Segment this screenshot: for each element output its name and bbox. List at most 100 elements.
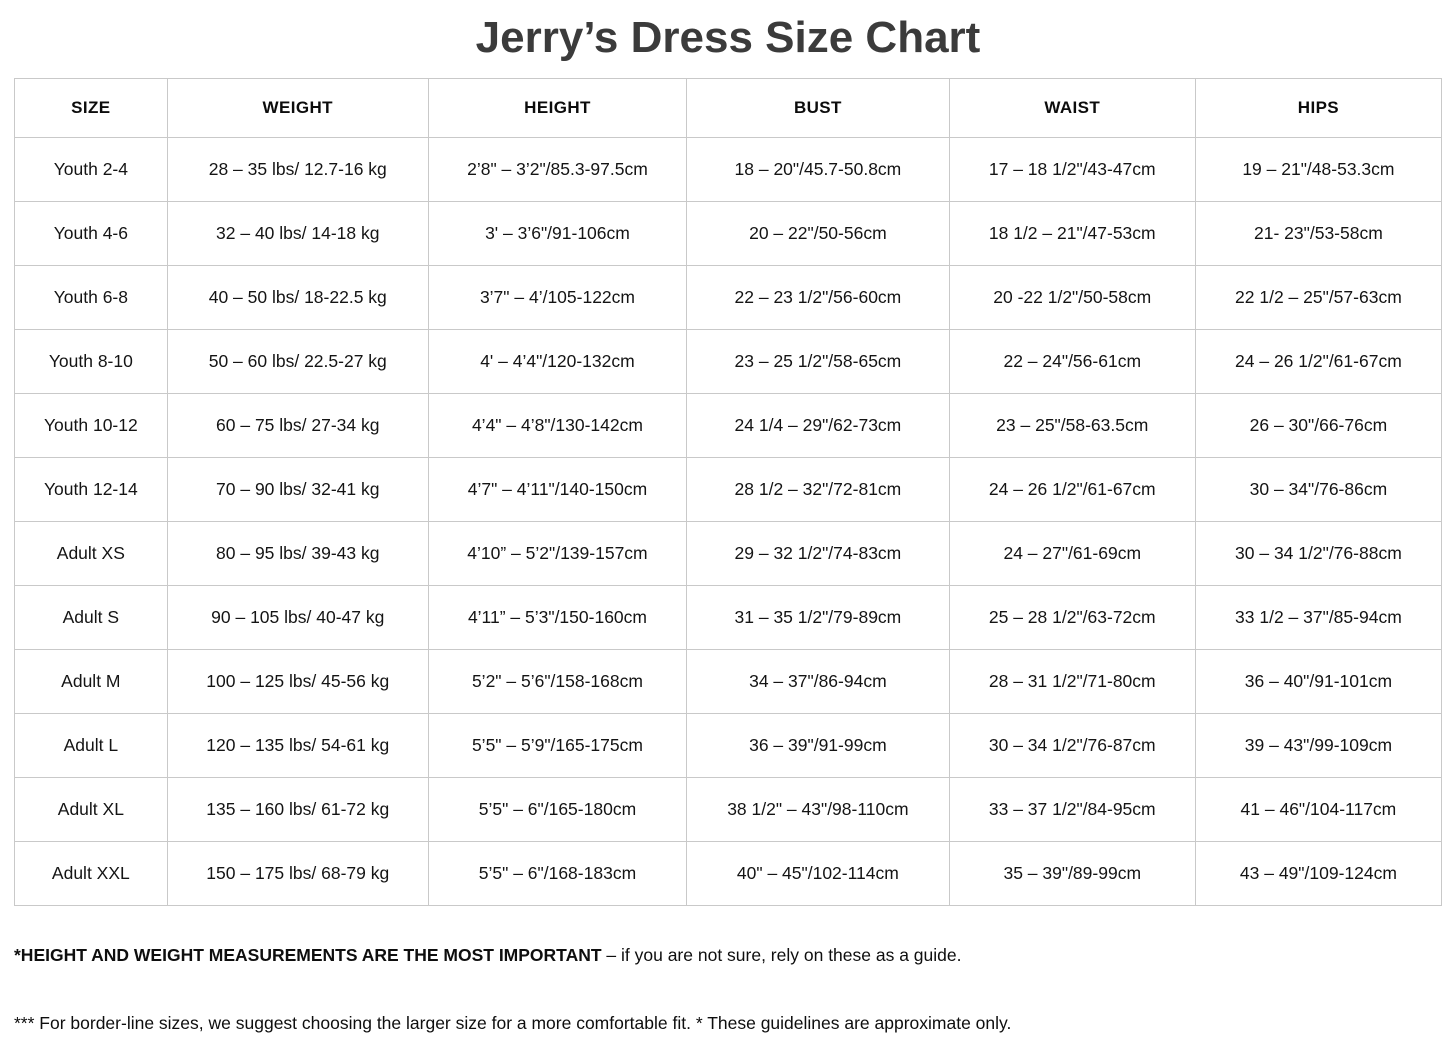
table-cell-size: Adult XL — [14, 777, 168, 843]
table-cell-weight: 150 – 175 lbs/ 68-79 kg — [166, 841, 429, 907]
table-row: Adult XXL 150 – 175 lbs/ 68-79 kg 5’5" – 6… — [14, 841, 1443, 907]
table-cell-size: Adult XS — [14, 521, 168, 587]
table-cell-weight: 40 – 50 lbs/ 18-22.5 kg — [166, 265, 429, 331]
column-header-waist: WAIST — [948, 78, 1196, 139]
table-row: Youth 4-6 32 – 40 lbs/ 14-18 kg 3' – 3’6"/… — [14, 201, 1443, 267]
table-cell-weight: 80 – 95 lbs/ 39-43 kg — [166, 521, 429, 587]
table-cell-size: Youth 6-8 — [14, 265, 168, 331]
footnote-regular-text: – if you are not sure, rely on these as … — [601, 945, 962, 966]
table-row: Youth 12-14 70 – 90 lbs/ 32-41 kg 4’7" – 4… — [14, 457, 1443, 523]
table-row: Adult XL 135 – 160 lbs/ 61-72 kg 5’5" – 6"… — [14, 777, 1443, 843]
table-cell-weight: 120 – 135 lbs/ 54-61 kg — [166, 713, 429, 779]
table-cell-weight: 28 – 35 lbs/ 12.7-16 kg — [166, 137, 429, 203]
page-title: Jerry’s Dress Size Chart — [475, 13, 981, 62]
table-cell-waist: 33 – 37 1/2"/84-95cm — [948, 777, 1196, 843]
table-cell-size: Adult L — [14, 713, 168, 779]
table-cell-weight: 60 – 75 lbs/ 27-34 kg — [166, 393, 429, 459]
table-cell-height: 4’10” – 5’2"/139-157cm — [427, 521, 688, 587]
table-cell-height: 4’7" – 4’11"/140-150cm — [427, 457, 688, 523]
table-cell-hips: 22 1/2 – 25"/57-63cm — [1194, 265, 1443, 331]
size-chart-table: SIZE WEIGHT HEIGHT BUST WAIST HIPS Youth… — [14, 78, 1443, 907]
table-cell-bust: 23 – 25 1/2"/58-65cm — [686, 329, 950, 395]
table-cell-waist: 30 – 34 1/2"/76-87cm — [948, 713, 1196, 779]
table-cell-bust: 36 – 39"/91-99cm — [686, 713, 950, 779]
table-cell-height: 4’4" – 4’8"/130-142cm — [427, 393, 688, 459]
table-cell-size: Adult XXL — [14, 841, 168, 907]
table-cell-bust: 40" – 45"/102-114cm — [686, 841, 950, 907]
table-cell-waist: 20 -22 1/2"/50-58cm — [948, 265, 1196, 331]
table-cell-height: 5’5" – 6"/168-183cm — [427, 841, 688, 907]
table-cell-weight: 70 – 90 lbs/ 32-41 kg — [166, 457, 429, 523]
table-row: Youth 2-4 28 – 35 lbs/ 12.7-16 kg 2’8" – 3… — [14, 137, 1443, 203]
table-cell-hips: 41 – 46"/104-117cm — [1194, 777, 1443, 843]
size-table-body: Youth 2-4 28 – 35 lbs/ 12.7-16 kg 2’8" – 3… — [14, 137, 1443, 907]
table-cell-size: Youth 4-6 — [14, 201, 168, 267]
table-cell-bust: 22 – 23 1/2"/56-60cm — [686, 265, 950, 331]
table-cell-size: Youth 2-4 — [14, 137, 168, 203]
table-cell-waist: 24 – 27"/61-69cm — [948, 521, 1196, 587]
table-cell-waist: 24 – 26 1/2"/61-67cm — [948, 457, 1196, 523]
table-cell-hips: 26 – 30"/66-76cm — [1194, 393, 1443, 459]
table-header-row: SIZE WEIGHT HEIGHT BUST WAIST HIPS — [14, 78, 1443, 139]
table-cell-hips: 30 – 34"/76-86cm — [1194, 457, 1443, 523]
table-cell-height: 3' – 3’6"/91-106cm — [427, 201, 688, 267]
column-header-bust: BUST — [686, 78, 950, 139]
table-cell-hips: 24 – 26 1/2"/61-67cm — [1194, 329, 1443, 395]
table-row: Adult L 120 – 135 lbs/ 54-61 kg 5’5" – 5’9… — [14, 713, 1443, 779]
table-cell-weight: 90 – 105 lbs/ 40-47 kg — [166, 585, 429, 651]
column-header-weight: WEIGHT — [166, 78, 429, 139]
table-row: Youth 10-12 60 – 75 lbs/ 27-34 kg 4’4" – 4… — [14, 393, 1443, 459]
table-cell-waist: 17 – 18 1/2"/43-47cm — [948, 137, 1196, 203]
table-cell-weight: 100 – 125 lbs/ 45-56 kg — [166, 649, 429, 715]
column-header-hips: HIPS — [1194, 78, 1443, 139]
table-cell-hips: 39 – 43"/99-109cm — [1194, 713, 1443, 779]
table-row: Youth 6-8 40 – 50 lbs/ 18-22.5 kg 3’7" – 4… — [14, 265, 1443, 331]
table-cell-bust: 28 1/2 – 32"/72-81cm — [686, 457, 950, 523]
table-cell-weight: 50 – 60 lbs/ 22.5-27 kg — [166, 329, 429, 395]
table-cell-bust: 38 1/2" – 43"/98-110cm — [686, 777, 950, 843]
table-cell-waist: 25 – 28 1/2"/63-72cm — [948, 585, 1196, 651]
table-cell-height: 4’11” – 5’3"/150-160cm — [427, 585, 688, 651]
table-row: Adult M 100 – 125 lbs/ 45-56 kg 5’2" – 5’6… — [14, 649, 1443, 715]
table-cell-waist: 35 – 39"/89-99cm — [948, 841, 1196, 907]
table-cell-waist: 18 1/2 – 21"/47-53cm — [948, 201, 1196, 267]
footnote-height-weight: *HEIGHT AND WEIGHT MEASUREMENTS ARE THE … — [14, 906, 1442, 966]
table-cell-weight: 32 – 40 lbs/ 14-18 kg — [166, 201, 429, 267]
table-cell-waist: 22 – 24"/56-61cm — [948, 329, 1196, 395]
table-cell-hips: 30 – 34 1/2"/76-88cm — [1194, 521, 1443, 587]
footnote-bold-text: *HEIGHT AND WEIGHT MEASUREMENTS ARE THE … — [14, 945, 602, 966]
table-cell-hips: 43 – 49"/109-124cm — [1194, 841, 1443, 907]
table-row: Adult XS 80 – 95 lbs/ 39-43 kg 4’10” – 5’2… — [14, 521, 1443, 587]
column-header-size: SIZE — [14, 78, 168, 139]
table-cell-bust: 29 – 32 1/2"/74-83cm — [686, 521, 950, 587]
table-cell-hips: 21- 23"/53-58cm — [1194, 201, 1443, 267]
table-cell-height: 5’2" – 5’6"/158-168cm — [427, 649, 688, 715]
column-header-height: HEIGHT — [427, 78, 688, 139]
table-cell-height: 3’7" – 4’/105-122cm — [427, 265, 688, 331]
table-cell-bust: 20 – 22"/50-56cm — [686, 201, 950, 267]
table-cell-height: 2’8" – 3’2"/85.3-97.5cm — [427, 137, 688, 203]
table-cell-size: Adult S — [14, 585, 168, 651]
table-cell-bust: 34 – 37"/86-94cm — [686, 649, 950, 715]
footnotes: *HEIGHT AND WEIGHT MEASUREMENTS ARE THE … — [14, 906, 1442, 1034]
table-cell-size: Youth 8-10 — [14, 329, 168, 395]
table-cell-size: Youth 10-12 — [14, 393, 168, 459]
table-cell-height: 5’5" – 5’9"/165-175cm — [427, 713, 688, 779]
table-row: Youth 8-10 50 – 60 lbs/ 22.5-27 kg 4' – 4’… — [14, 329, 1443, 395]
table-cell-hips: 19 – 21"/48-53.3cm — [1194, 137, 1443, 203]
footnote-borderline-sizes: *** For border-line sizes, we suggest ch… — [14, 1013, 1012, 1034]
table-cell-height: 5’5" – 6"/165-180cm — [427, 777, 688, 843]
table-cell-bust: 31 – 35 1/2"/79-89cm — [686, 585, 950, 651]
table-cell-waist: 23 – 25"/58-63.5cm — [948, 393, 1196, 459]
table-cell-hips: 36 – 40"/91-101cm — [1194, 649, 1443, 715]
table-cell-waist: 28 – 31 1/2"/71-80cm — [948, 649, 1196, 715]
table-row: Adult S 90 – 105 lbs/ 40-47 kg 4’11” – 5’3… — [14, 585, 1443, 651]
table-cell-bust: 24 1/4 – 29"/62-73cm — [686, 393, 950, 459]
table-cell-height: 4' – 4’4"/120-132cm — [427, 329, 688, 395]
table-cell-bust: 18 – 20"/45.7-50.8cm — [686, 137, 950, 203]
table-cell-size: Adult M — [14, 649, 168, 715]
table-cell-weight: 135 – 160 lbs/ 61-72 kg — [166, 777, 429, 843]
table-cell-hips: 33 1/2 – 37"/85-94cm — [1194, 585, 1443, 651]
table-cell-size: Youth 12-14 — [14, 457, 168, 523]
